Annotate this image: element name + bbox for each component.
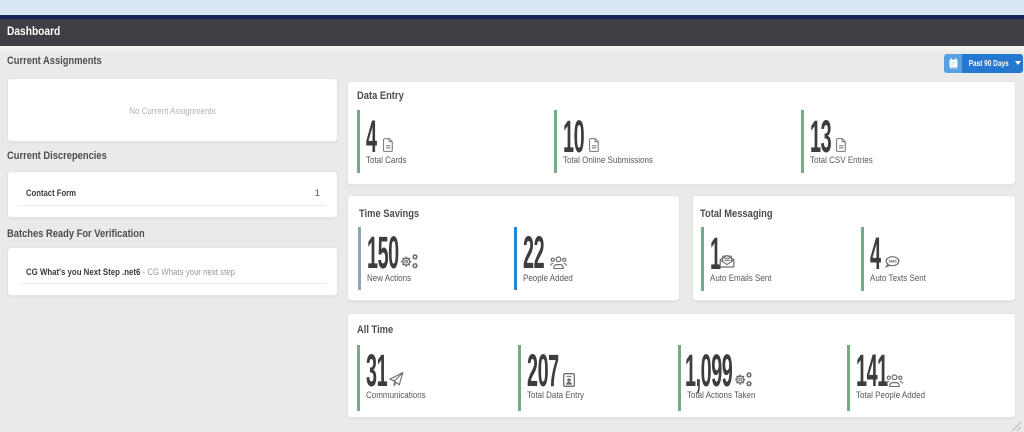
svg-text:SMS: SMS: [888, 260, 897, 264]
